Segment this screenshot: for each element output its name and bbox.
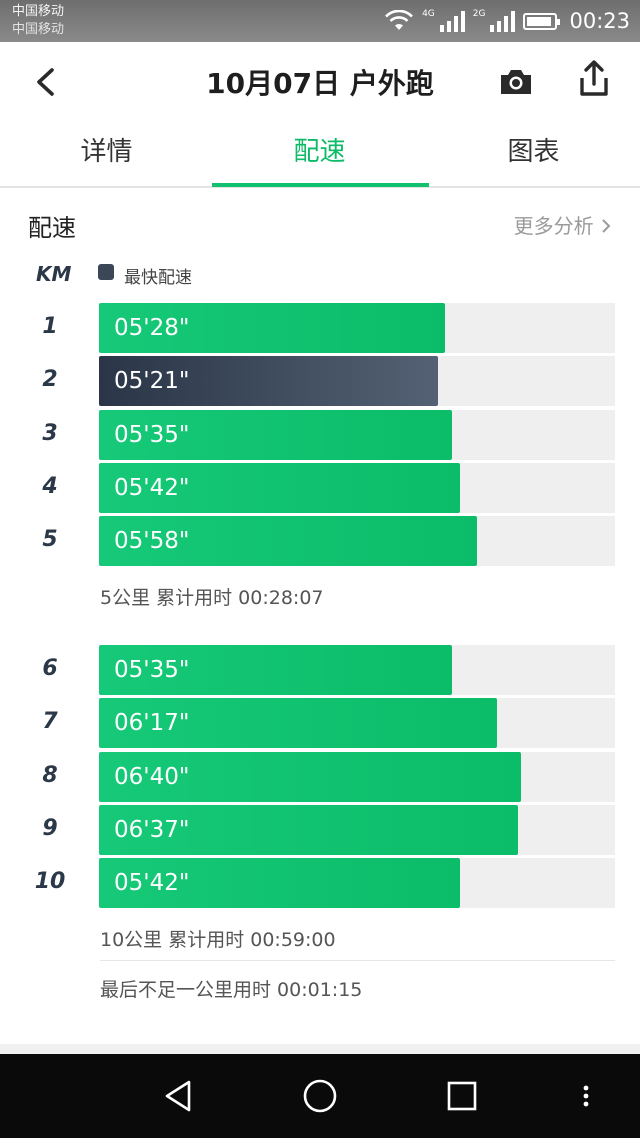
pace-value: 05'42" (114, 870, 190, 896)
tab-details[interactable]: 详情 (80, 137, 133, 167)
pace-value: 05'58" (114, 528, 190, 554)
back-icon (37, 68, 54, 96)
nav-home-icon (303, 1079, 337, 1113)
km-number: 7 (42, 709, 58, 734)
chevron-right-icon (602, 219, 611, 233)
status-time: 00:23 (569, 9, 630, 33)
signal-icon (439, 11, 465, 32)
nav-menu-button[interactable] (566, 1074, 606, 1118)
km-number: 6 (42, 656, 58, 681)
pace-bar (99, 410, 452, 460)
nav-back-button[interactable] (156, 1074, 200, 1118)
pace-value: 06'17" (114, 710, 190, 736)
more-analysis-link[interactable]: 更多分析 (514, 210, 612, 239)
share-icon (580, 60, 608, 96)
km-number: 1 (42, 314, 58, 339)
pace-value: 05'35" (114, 422, 190, 448)
app-header: 10月07日 户外跑 (0, 42, 640, 120)
summary-5km: 5公里 累计用时 00:28:07 (100, 587, 324, 609)
pace-bar-fastest (99, 356, 438, 406)
back-button[interactable] (28, 62, 68, 102)
status-bar: 中国移动 中国移动 4G 2G 00:23 (0, 0, 640, 42)
nav-menu-icon (583, 1085, 589, 1107)
km-number: 5 (42, 527, 58, 552)
km-number: 3 (42, 421, 58, 446)
pace-bar (99, 858, 460, 908)
tab-pace[interactable]: 配速 (293, 137, 346, 167)
pace-value: 06'37" (114, 817, 190, 843)
pace-bar (99, 698, 497, 748)
legend-swatch (98, 264, 114, 280)
carrier-label: 中国移动 (12, 4, 65, 19)
legend-label: 最快配速 (124, 268, 192, 288)
km-number: 4 (42, 474, 58, 499)
tab-bar: 详情 配速 图表 (0, 120, 640, 188)
pace-bar (99, 516, 477, 566)
pace-bar (99, 752, 521, 802)
pace-bar (99, 463, 460, 513)
pace-bar (99, 805, 518, 855)
pace-value: 05'35" (114, 657, 190, 683)
camera-icon (501, 70, 531, 94)
pace-bar (99, 303, 445, 353)
summary-10km: 10公里 累计用时 00:59:00 (100, 929, 336, 951)
pace-value: 05'42" (114, 475, 190, 501)
page-title: 10月07日 户外跑 (206, 67, 434, 100)
pace-value: 05'21" (114, 368, 190, 394)
nav-recents-icon (447, 1081, 477, 1111)
section-title: 配速 (28, 214, 76, 242)
battery-icon (523, 12, 561, 30)
pace-value: 06'40" (114, 764, 190, 790)
network-type-label: 2G (472, 9, 486, 19)
nav-home-button[interactable] (298, 1074, 342, 1118)
km-number: 8 (42, 763, 58, 788)
system-nav-bar (0, 1054, 640, 1138)
nav-back-icon (165, 1080, 191, 1112)
share-button[interactable] (574, 58, 614, 100)
section-separator (0, 1044, 640, 1054)
pace-value: 05'28" (114, 315, 190, 341)
nav-recents-button[interactable] (440, 1074, 484, 1118)
active-tab-indicator (212, 183, 429, 187)
signal-icon (490, 11, 516, 32)
km-number: 2 (42, 367, 58, 392)
camera-button[interactable] (496, 62, 536, 102)
km-column-header: KM (36, 262, 72, 286)
wifi-icon (385, 10, 414, 30)
km-number: 10 (34, 869, 66, 894)
carrier-label: 中国移动 (12, 22, 65, 37)
pace-bar (99, 645, 452, 695)
network-type-label: 4G (422, 9, 435, 19)
summary-remainder: 最后不足一公里用时 00:01:15 (100, 979, 363, 1001)
divider (100, 960, 615, 961)
tab-charts[interactable]: 图表 (507, 137, 560, 167)
km-number: 9 (42, 816, 58, 841)
more-analysis-label: 更多分析 (513, 214, 594, 238)
